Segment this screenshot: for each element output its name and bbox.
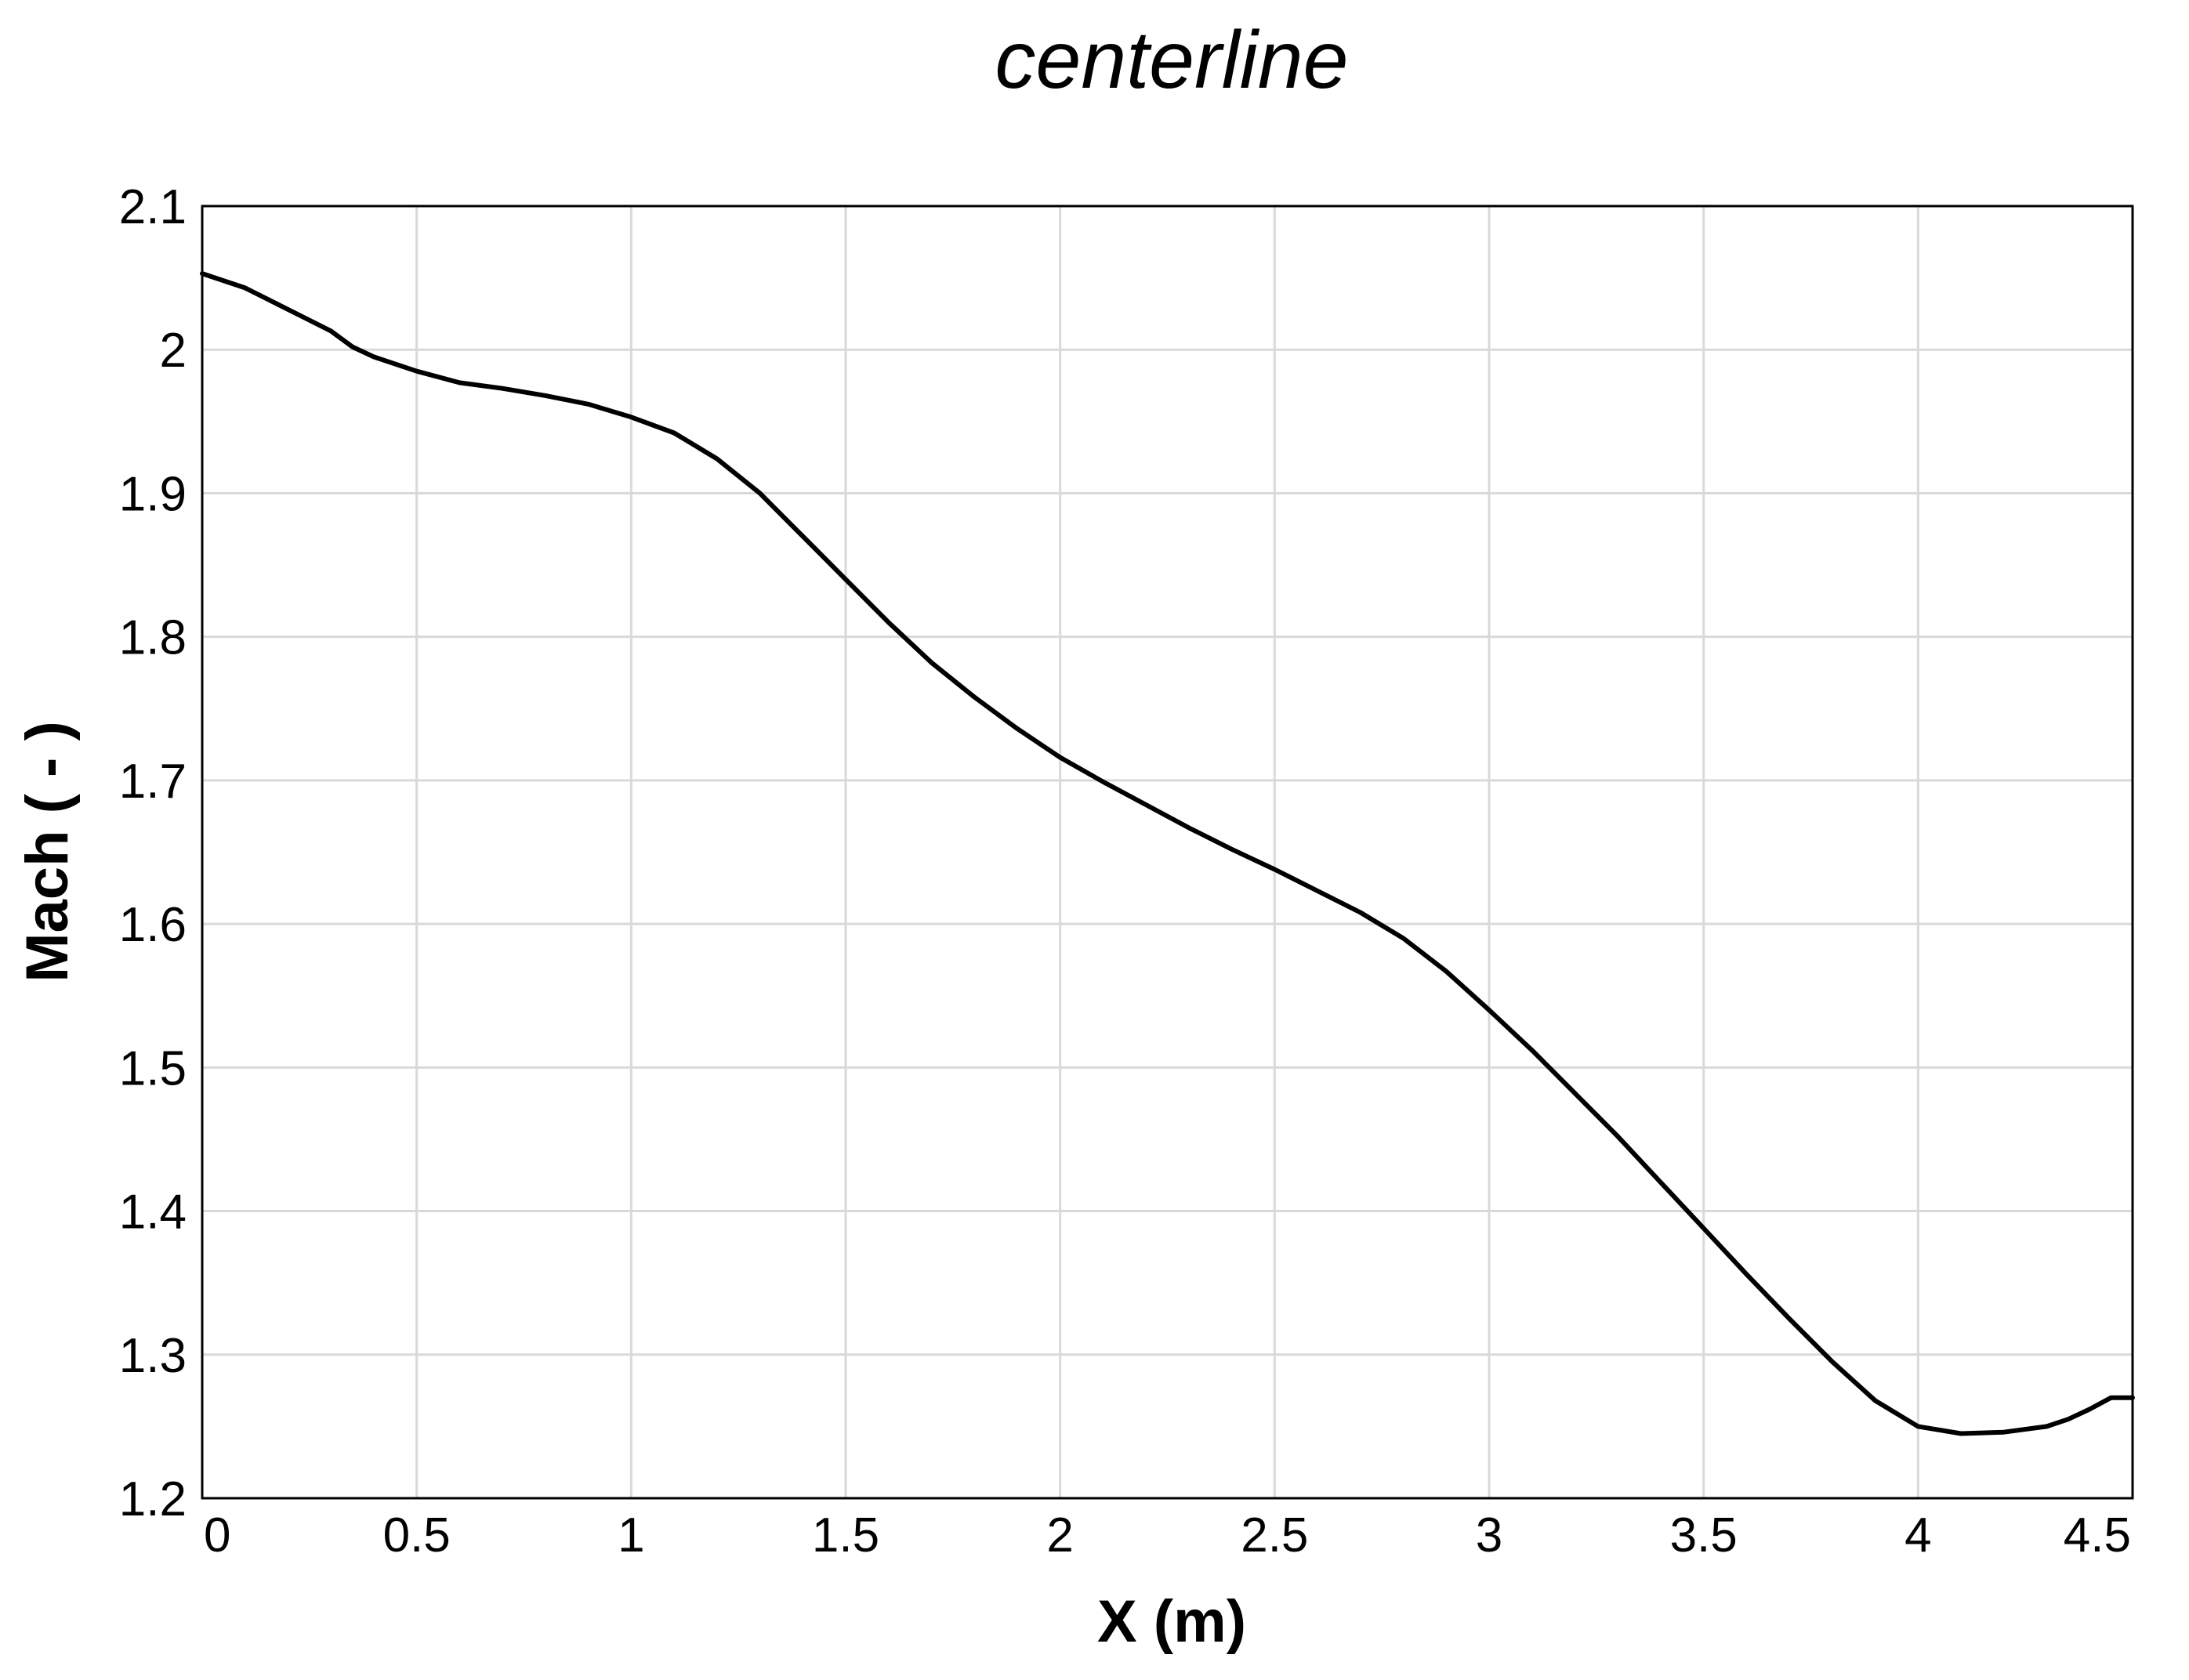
chart-title: centerline — [995, 15, 1349, 106]
y-tick-label: 2 — [160, 324, 187, 378]
x-tick-label: 0.5 — [383, 1508, 451, 1562]
x-tick-label: 4.5 — [2064, 1508, 2131, 1562]
x-tick-label: 3 — [1476, 1508, 1502, 1562]
y-tick-labels: 1.2 1.3 1.4 1.5 1.6 1.7 1.8 1.9 2 2.1 — [119, 180, 187, 1526]
x-tick-label: 1 — [618, 1508, 644, 1562]
y-tick-label: 1.9 — [119, 467, 187, 521]
x-tick-label: 0 — [204, 1508, 230, 1562]
series-line — [200, 271, 2135, 1436]
y-tick-label: 1.7 — [119, 755, 187, 809]
y-axis-label: Mach ( - ) — [14, 721, 81, 983]
x-axis-label: X (m) — [1097, 1588, 1246, 1655]
x-tick-label: 1.5 — [812, 1508, 879, 1562]
y-tick-label: 1.5 — [119, 1041, 187, 1095]
x-tick-label: 2 — [1046, 1508, 1073, 1562]
plot-frame — [201, 205, 2134, 1500]
y-tick-label: 1.2 — [119, 1472, 187, 1526]
y-tick-label: 1.8 — [119, 611, 187, 665]
grid-lines — [201, 205, 2134, 1500]
y-tick-label: 1.4 — [119, 1186, 187, 1240]
x-tick-label: 3.5 — [1670, 1508, 1738, 1562]
y-tick-label: 2.1 — [119, 180, 187, 234]
y-tick-label: 1.3 — [119, 1329, 187, 1383]
x-tick-label: 4 — [1905, 1508, 1931, 1562]
y-tick-label: 1.6 — [119, 898, 187, 952]
series-group — [200, 271, 2135, 1436]
x-tick-label: 2.5 — [1241, 1508, 1308, 1562]
x-tick-labels: 0 0.5 1 1.5 2 2.5 3 3.5 4 4.5 — [204, 1508, 2131, 1562]
